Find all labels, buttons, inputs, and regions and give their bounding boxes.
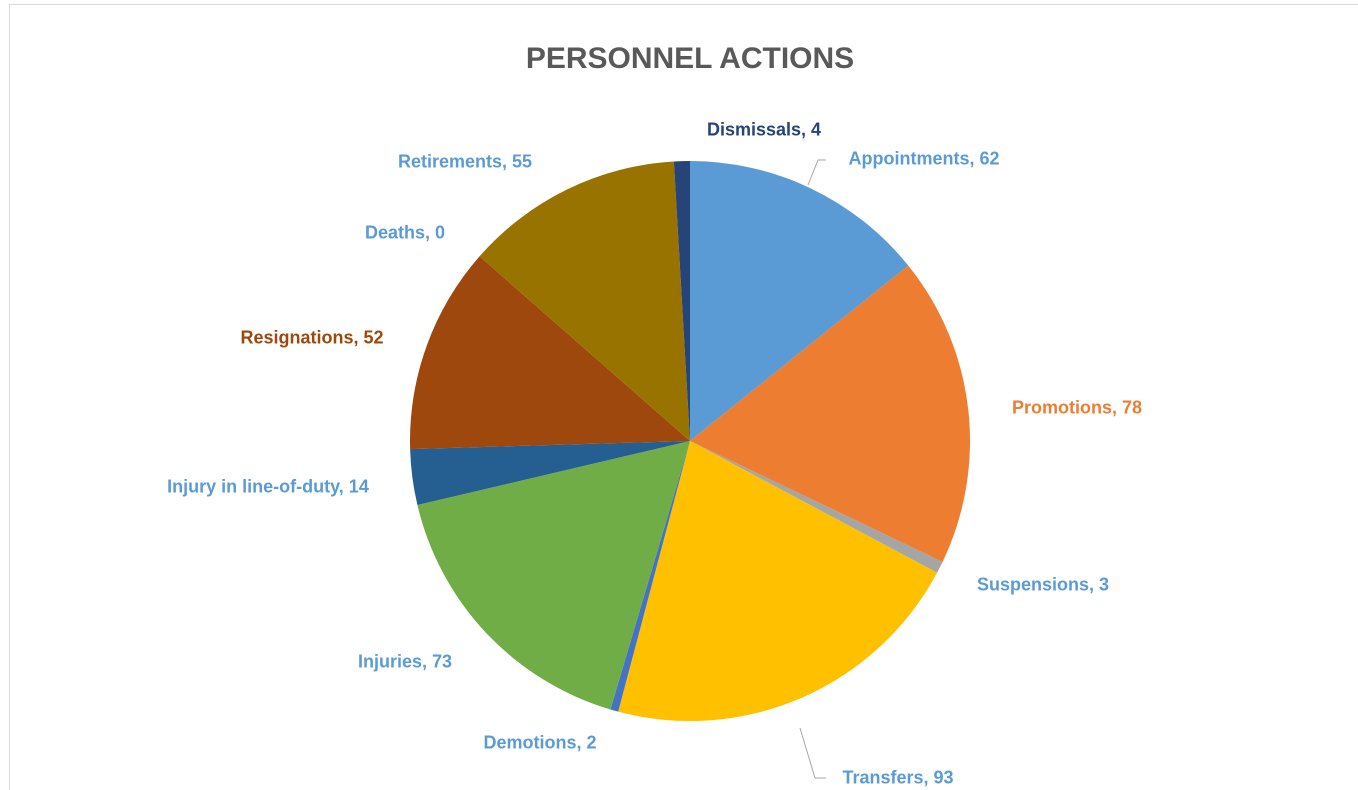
pie-slice — [690, 441, 943, 573]
data-label: Injuries, 73 — [357, 651, 453, 672]
pie-slice — [690, 161, 909, 441]
chart-title: PERSONNEL ACTIONS — [526, 42, 854, 75]
pie-slice — [479, 161, 690, 441]
pie-slice — [690, 265, 971, 562]
chart-border — [9, 4, 1358, 790]
data-label: Appointments, 62 — [848, 148, 1000, 169]
pie-slice — [410, 256, 690, 450]
leader-line — [799, 727, 826, 779]
slices — [410, 161, 971, 721]
data-label: Resignations, 52 — [240, 327, 384, 348]
data-label: Deaths, 0 — [364, 222, 446, 243]
pie-slice — [618, 441, 938, 721]
pie-slice — [417, 441, 690, 710]
data-label: Injury in line-of-duty, 14 — [167, 476, 369, 497]
pie-slice — [673, 161, 690, 441]
data-label: Promotions, 78 — [1011, 397, 1143, 418]
pie-slice — [410, 441, 690, 505]
data-label: Transfers, 93 — [842, 767, 954, 788]
data-label: Retirements, 55 — [397, 151, 533, 172]
data-label: Suspensions, 3 — [976, 574, 1110, 595]
leader-line — [807, 159, 826, 186]
data-label: Demotions, 2 — [483, 732, 597, 753]
data-label: Dismissals, 4 — [706, 119, 822, 140]
pie-slice — [610, 441, 690, 712]
